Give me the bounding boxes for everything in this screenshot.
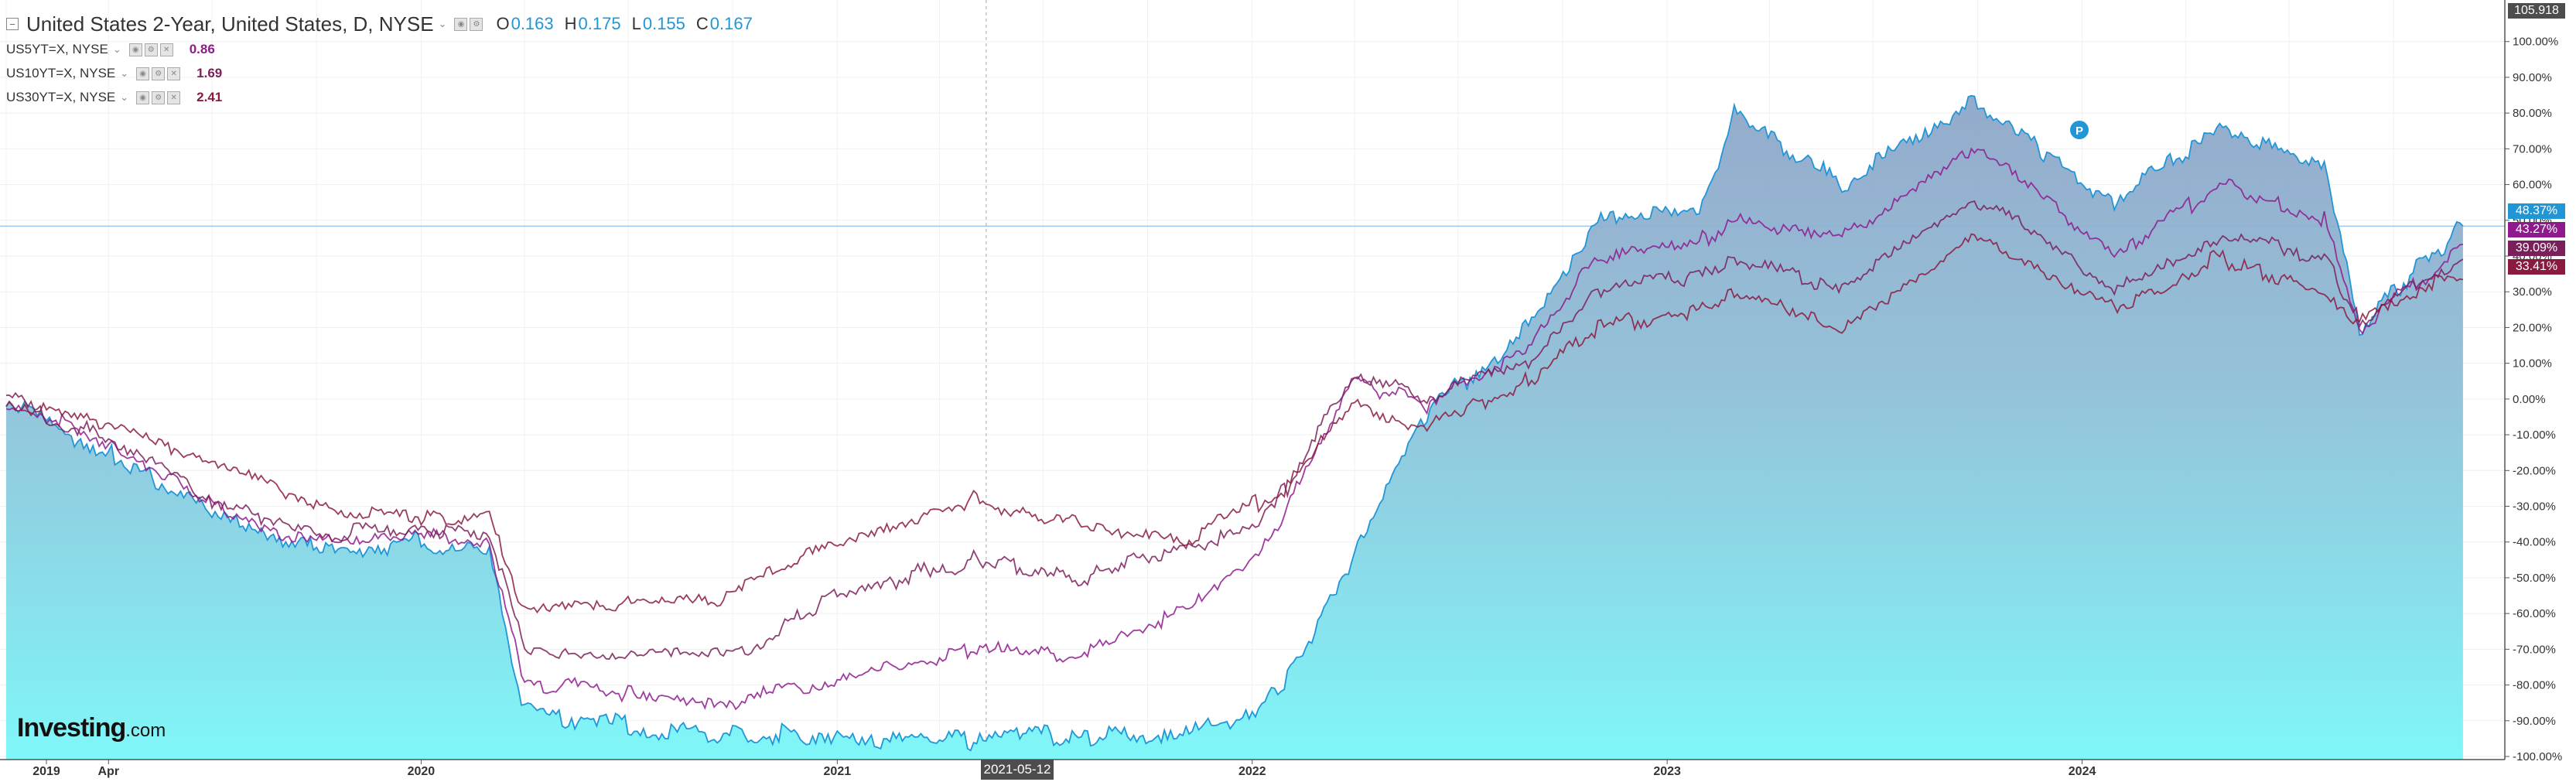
investing-logo: Investing.com [17,713,166,743]
series-line-us10ytx [5,200,2464,661]
settings-icon[interactable]: ⚙ [470,17,483,31]
time-tick-label: 2024 [2069,765,2096,778]
compare-series-legend-us5y[interactable]: US5YT=X, NYSE ⌄ ◉ ⚙ ✕ 0.86 [6,38,753,61]
compare-series-label[interactable]: US30YT=X, NYSE [6,90,116,104]
price-tick-label: -80.00% [2513,679,2556,692]
price-tick-label: -10.00% [2513,429,2556,442]
price-tick-label: 80.00% [2513,107,2552,120]
price-tick-label: -90.00% [2513,715,2556,728]
last-value-tag-10y: 39.09% [2508,241,2565,256]
ohlc-high-key: H [564,14,577,33]
ohlc-close-value: 0.167 [709,14,753,33]
price-tick-label: -70.00% [2513,643,2556,656]
ohlc-open-key: O [496,14,510,33]
compare-series-label[interactable]: US5YT=X, NYSE [6,42,108,56]
compare-series-value: 2.41 [196,90,223,104]
chevron-down-icon[interactable]: ⌄ [120,67,129,79]
price-tick-label: 0.00% [2513,393,2546,406]
p-marker-icon: P [2070,121,2089,139]
compare-series-legend-us10y[interactable]: US10YT=X, NYSE ⌄ ◉ ⚙ ✕ 1.69 [6,62,753,85]
ohlc-high-value: 0.175 [578,14,621,33]
series-line-us5ytx [5,147,2464,711]
p-marker-circle [2070,121,2089,139]
settings-icon[interactable]: ⚙ [152,90,166,104]
ohlc-open-value: 0.163 [511,14,554,33]
time-tick-label: 2023 [1653,765,1681,778]
chart-legend: − United States 2-Year, United States, D… [6,11,753,109]
visibility-icon[interactable]: ◉ [454,17,468,31]
time-tick-label: Apr [97,765,119,778]
series-area-us2y [6,95,2463,760]
price-tick-label: 10.00% [2513,357,2552,371]
price-tick-label: 60.00% [2513,179,2552,192]
crosshair-date-label: 2021-05-12 [981,760,1054,780]
collapse-legend-icon[interactable]: − [6,18,19,30]
time-tick-label: 2022 [1238,765,1266,778]
price-tick-label: -50.00% [2513,572,2556,585]
p-marker-letter: P [2075,125,2083,138]
last-value-tag-30y: 33.41% [2508,259,2565,275]
logo-brand: Investing [17,713,126,743]
price-tick-label: 30.00% [2513,285,2552,299]
price-tick-label: -30.00% [2513,500,2556,514]
price-tick-label: -100.00% [2513,750,2562,763]
series-line-us30ytx [5,233,2464,614]
price-axis-background [2505,0,2576,782]
ohlc-low-value: 0.155 [642,14,685,33]
logo-suffix: .com [125,720,166,741]
compare-series-value: 0.86 [189,42,215,56]
price-tick-label: 90.00% [2513,71,2552,84]
close-icon[interactable]: ✕ [167,90,181,104]
main-series-title[interactable]: United States 2-Year, United States, D, … [26,12,434,36]
compare-series-legend-us30y[interactable]: US30YT=X, NYSE ⌄ ◉ ⚙ ✕ 2.41 [6,86,753,109]
price-tick-label: -20.00% [2513,464,2556,477]
compare-series-label[interactable]: US10YT=X, NYSE [6,66,116,80]
price-tick-label: 70.00% [2513,142,2552,155]
visibility-icon[interactable]: ◉ [136,90,150,104]
price-tick-label: -60.00% [2513,607,2556,620]
time-tick-label: 2021 [824,765,852,778]
plot-area: P [5,94,2464,760]
price-tick-label: 100.00% [2513,36,2558,49]
main-series-legend[interactable]: − United States 2-Year, United States, D… [6,11,753,37]
settings-icon[interactable]: ⚙ [152,67,166,80]
price-top-value-tag: 105.918 [2508,3,2565,19]
chevron-down-icon[interactable]: ⌄ [112,43,121,55]
visibility-icon[interactable]: ◉ [136,67,150,80]
compare-series-value: 1.69 [196,66,223,80]
last-value-tag-5y: 43.27% [2508,222,2565,237]
price-tick-label: 20.00% [2513,321,2552,334]
last-value-tag-2y: 48.37% [2508,203,2565,219]
time-axis: 2019 Apr 2020 2021 2022 2023 2024 [0,759,2505,782]
chevron-down-icon[interactable]: ⌄ [120,91,129,103]
time-tick-label: 2019 [32,765,60,778]
ohlc-close-key: C [695,14,709,33]
price-tick-label: -40.00% [2513,536,2556,549]
close-icon[interactable]: ✕ [159,43,173,56]
settings-icon[interactable]: ⚙ [144,43,158,56]
time-tick-label: 2020 [408,765,436,778]
ohlc-low-key: L [631,14,641,33]
close-icon[interactable]: ✕ [167,67,181,80]
chevron-down-icon[interactable]: ⌄ [438,18,447,29]
visibility-icon[interactable]: ◉ [128,43,142,56]
price-axis: 100.00%90.00%80.00%70.00%60.00%50.00%40.… [2504,0,2576,782]
